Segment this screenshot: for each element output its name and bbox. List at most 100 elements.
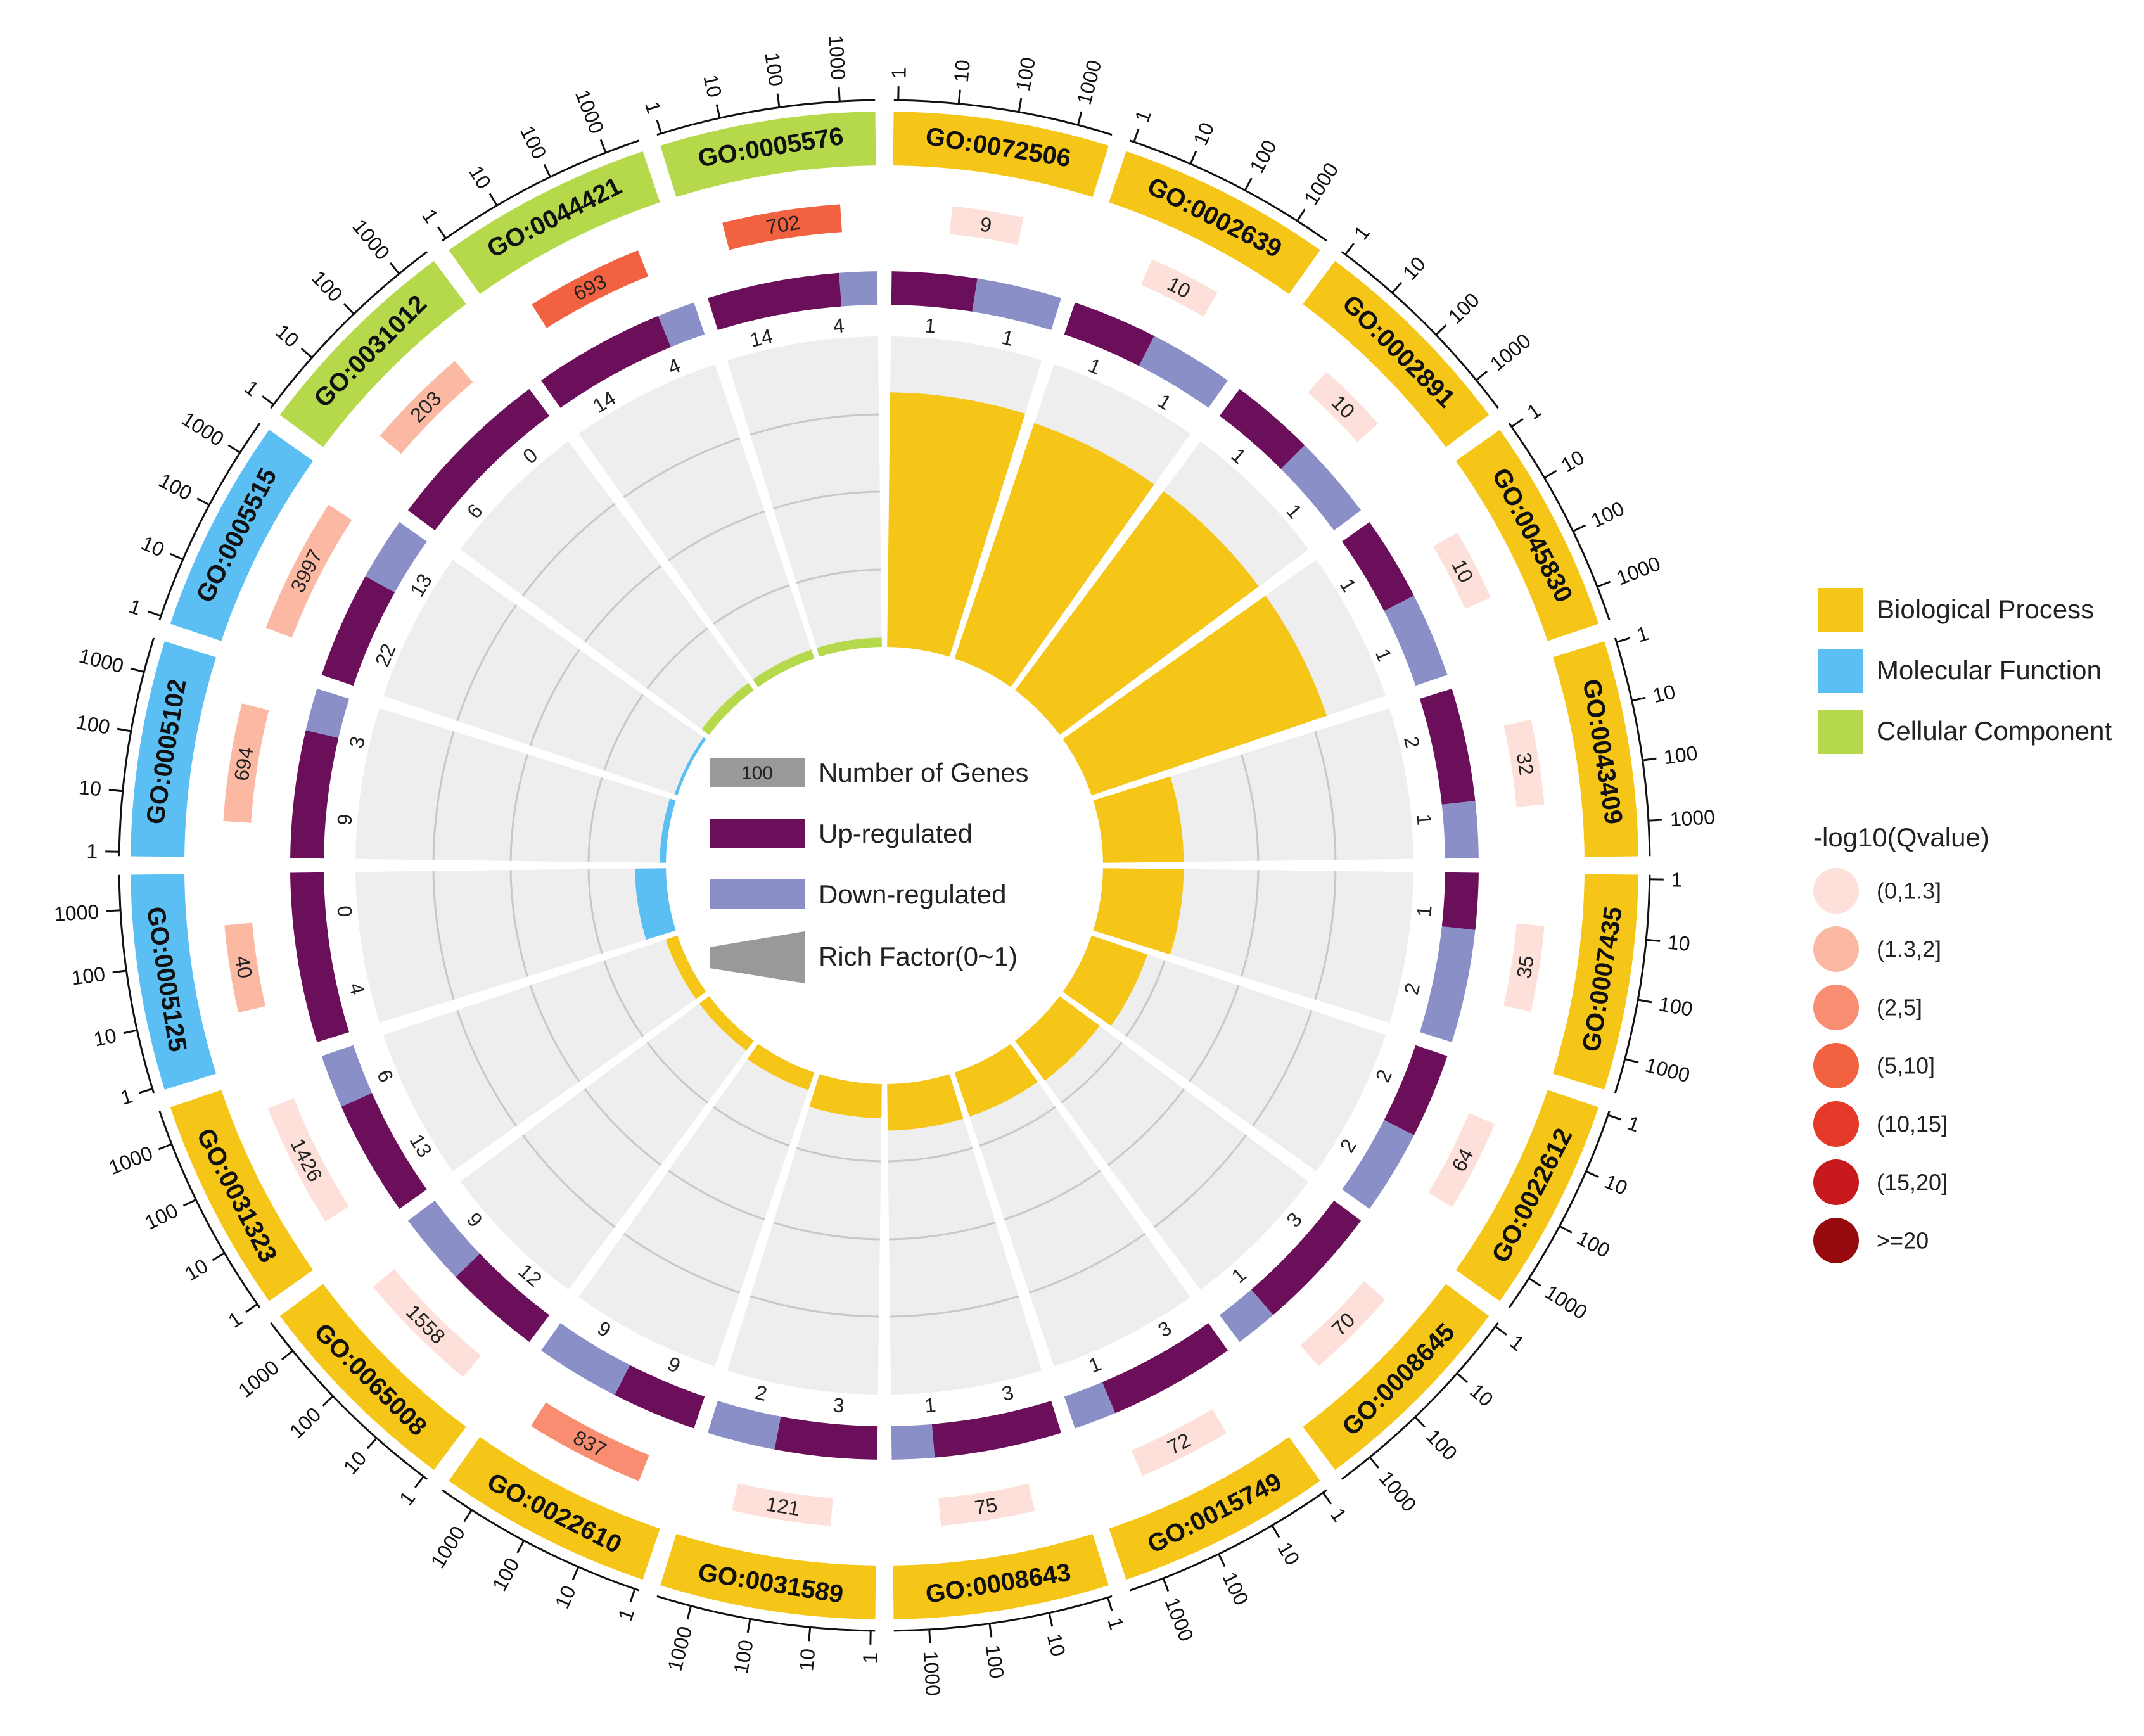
scale-tick-label: 10: [1666, 931, 1691, 955]
scale-tick-label: 100: [155, 469, 196, 505]
scale-tick-label: 100: [285, 1403, 325, 1443]
scale-tick-label: 100: [729, 1638, 758, 1676]
up-count-label: 2: [1400, 734, 1424, 751]
down-count-label: 1: [1371, 646, 1396, 665]
scale-tick-label: 1000: [1161, 1594, 1198, 1644]
scale-tick-label: 1000: [1073, 58, 1106, 107]
scale-tick: [1076, 111, 1083, 125]
background-genes-bar: [1308, 371, 1379, 442]
grid-arc: [1189, 985, 1240, 1082]
scale-tick-label: 1000: [663, 1624, 697, 1673]
up-regulated-bar: [774, 1416, 878, 1460]
scale-tick: [516, 1540, 525, 1554]
scale-tick: [1476, 370, 1488, 381]
grid-arc: [587, 777, 603, 862]
background-genes-label: 702: [765, 211, 801, 239]
grid-arc: [456, 604, 518, 722]
up-count-label: 1: [924, 314, 937, 337]
scale-tick-label: 1000: [53, 900, 99, 926]
scale-tick-label: 1: [1671, 868, 1682, 891]
grid-arc: [668, 1170, 765, 1221]
rich-bg-sector: [383, 559, 706, 796]
scale-tick-label: 1000: [571, 86, 608, 136]
down-count-label: 1: [1154, 389, 1175, 414]
scale-tick: [1435, 324, 1447, 336]
grid-arc: [587, 869, 603, 954]
legend-rich-swatch: [710, 931, 805, 983]
qvalue-bin-swatch: [1813, 985, 1859, 1030]
scale-tick: [463, 1509, 473, 1522]
scale-tick: [1391, 281, 1403, 294]
grid-arc: [521, 1134, 616, 1229]
legend-bp-label: Biological Process: [1877, 594, 2094, 624]
scale-tick: [957, 89, 961, 104]
qvalue-bin-swatch: [1813, 1218, 1859, 1263]
legend-cc-label: Cellular Component: [1877, 716, 2112, 746]
scale-tick: [170, 552, 184, 561]
scale-tick: [1296, 208, 1306, 222]
term-id-label: GO:0031012: [309, 290, 432, 413]
scale-tick-label: 1: [1634, 622, 1652, 647]
term-label-box: [131, 641, 216, 857]
grid-arc: [1240, 754, 1260, 861]
down-regulated-bar: [1280, 445, 1362, 531]
scale-tick: [1624, 1057, 1639, 1064]
scale-tick: [1048, 1612, 1054, 1627]
scale-tick-label: 1: [887, 67, 910, 79]
scale-tick: [686, 1605, 692, 1620]
up-regulated-bar: [290, 872, 350, 1042]
scale-tick-label: 1000: [1486, 329, 1535, 375]
scale-tick: [147, 610, 162, 617]
background-genes-bar: [267, 1098, 349, 1222]
term-label-box: [893, 1534, 1109, 1619]
background-genes-bar: [1433, 532, 1491, 610]
scale-tick-label: 1000: [426, 1522, 469, 1572]
scale-tick-label: 100: [1218, 1568, 1253, 1609]
scale-tick-label: 1000: [1669, 805, 1716, 831]
scale-tick: [1271, 1524, 1280, 1538]
scale-tick-label: 100: [1011, 56, 1040, 93]
scale-tick: [112, 969, 127, 974]
grid-arc: [623, 437, 741, 499]
grid-arc: [1125, 960, 1166, 1037]
scale-tick: [1511, 418, 1524, 428]
grid-arc: [646, 1042, 708, 1104]
rich-factor-bar: [674, 737, 706, 796]
scale-tick: [1162, 1578, 1170, 1592]
up-count-label: 1: [1412, 905, 1436, 918]
down-regulated-bar: [1139, 336, 1228, 408]
up-count-label: 6: [463, 499, 487, 523]
scale-tick-label: 100: [516, 122, 551, 163]
background-genes-bar: [530, 1402, 649, 1481]
grid-arc: [750, 413, 879, 436]
down-count-label: 2: [753, 1381, 770, 1405]
legend-bp-swatch: [1818, 588, 1863, 632]
rich-bg-sector: [383, 935, 706, 1171]
scale-tick-label: 100: [75, 710, 112, 739]
scale-tick-label: 1: [118, 1084, 136, 1109]
up-count-label: 1: [1336, 575, 1361, 596]
grid-arc: [890, 1295, 1019, 1318]
grid-arc: [1061, 1042, 1123, 1104]
scale-tick-label: 1000: [1299, 159, 1343, 209]
scale-tick: [1322, 1492, 1332, 1505]
scale-tick-label: 10: [271, 320, 303, 352]
qvalue-bin-swatch: [1813, 868, 1859, 914]
up-regulated-bar: [931, 1400, 1061, 1458]
scale-tick: [1597, 580, 1611, 588]
scale-tick: [437, 226, 447, 239]
background-genes-bar: [1300, 1281, 1386, 1367]
background-genes-bar: [1131, 1409, 1227, 1476]
scale-tick-label: 1: [395, 1487, 419, 1510]
up-regulated-bar: [290, 730, 339, 859]
scale-axis: [1129, 1489, 1327, 1592]
scale-tick-label: 10: [1465, 1379, 1498, 1412]
scale-axis: [118, 874, 155, 1094]
grid-arc: [529, 985, 580, 1082]
up-count-label: 3: [1000, 1381, 1016, 1405]
qvalue-bin-swatch: [1813, 1043, 1859, 1088]
